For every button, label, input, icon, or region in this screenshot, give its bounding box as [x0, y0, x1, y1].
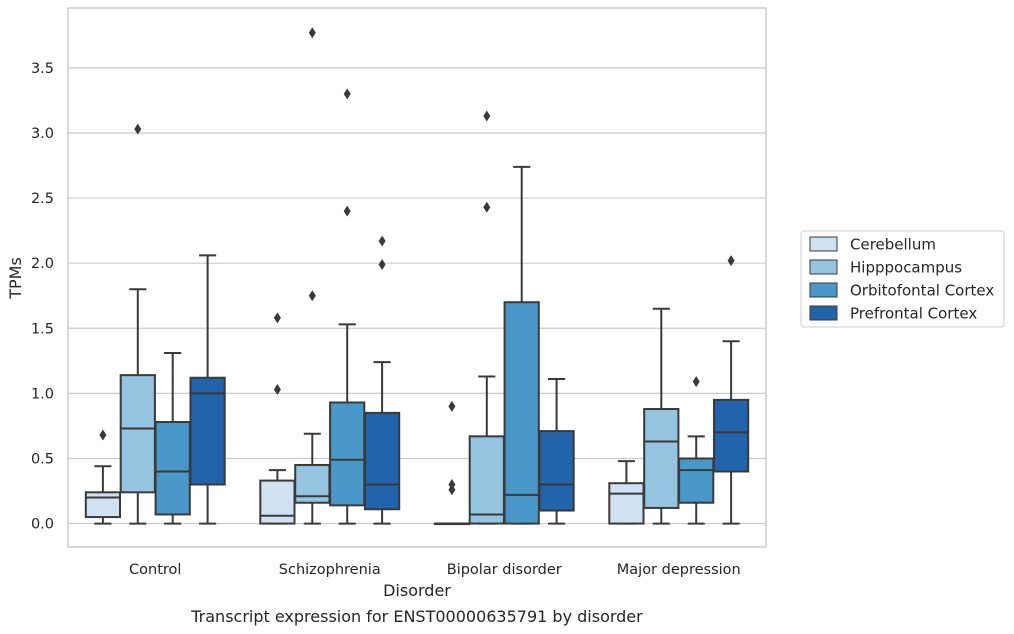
- legend-label: Prefrontal Cortex: [850, 305, 977, 323]
- chart-caption: Transcript expression for ENST0000063579…: [190, 607, 643, 626]
- series-cerebellum: [84, 312, 645, 526]
- x-axis-label: Disorder: [383, 581, 451, 600]
- outlier-point: [483, 201, 491, 213]
- legend-swatch: [809, 259, 838, 275]
- outlier-point: [727, 255, 735, 267]
- outlier-point: [273, 312, 281, 324]
- outlier-point: [308, 290, 316, 302]
- box: [503, 301, 540, 525]
- legend-label: Hipppocampus: [850, 259, 962, 277]
- box: [468, 435, 505, 525]
- y-tick-label: 3.5: [31, 61, 54, 77]
- x-tick-label: Schizophrenia: [279, 562, 381, 578]
- box: [189, 376, 226, 486]
- x-axis-ticks: Control Schizophrenia Bipolar disorder Majo…: [129, 562, 741, 578]
- box: [643, 407, 680, 509]
- box-series: [84, 27, 750, 526]
- y-tick-label: 1.5: [31, 321, 54, 337]
- outlier-point: [99, 429, 107, 441]
- outlier-point: [343, 205, 351, 217]
- outlier-point: [308, 27, 316, 39]
- box: [119, 374, 156, 494]
- outlier-point: [134, 123, 142, 135]
- box: [259, 479, 296, 525]
- box: [154, 421, 191, 516]
- box: [608, 482, 645, 525]
- outlier-point: [448, 400, 456, 412]
- x-tick-label: Bipolar disorder: [447, 562, 562, 578]
- legend-swatch: [809, 236, 838, 252]
- outlier-point: [483, 110, 491, 122]
- y-tick-label: 2.0: [31, 256, 54, 272]
- outlier-point: [273, 383, 281, 395]
- y-tick-label: 3.0: [31, 126, 54, 142]
- y-tick-label: 0.0: [31, 517, 54, 533]
- outlier-point: [378, 258, 386, 270]
- box: [329, 401, 366, 507]
- outlier-point: [343, 88, 351, 100]
- outlier-point: [448, 484, 456, 496]
- legend-swatch: [809, 305, 838, 321]
- legend-label: Orbitofontal Cortex: [850, 282, 994, 300]
- legend-label: Cerebellum: [850, 236, 936, 254]
- series-orbitofontal-cortex: [154, 88, 715, 525]
- legend-swatch: [809, 282, 838, 298]
- box: [84, 491, 122, 519]
- box: [678, 457, 715, 504]
- x-tick-label: Major depression: [617, 562, 741, 578]
- box: [538, 430, 575, 512]
- legend: Cerebellum Hipppocampus Orbitofontal Corte…: [800, 230, 1005, 328]
- outlier-point: [692, 376, 700, 388]
- y-axis-ticks: 0.0 0.5 1.0 1.5 2.0 2.5 3.0 3.5: [31, 61, 54, 533]
- y-axis-label: TPMs: [6, 257, 25, 300]
- y-tick-label: 1.0: [31, 386, 54, 402]
- outlier-point: [378, 235, 386, 247]
- x-tick-label: Control: [129, 562, 181, 578]
- plot-frame: [67, 7, 767, 548]
- y-tick-label: 2.5: [31, 191, 54, 207]
- box: [363, 411, 401, 511]
- y-tick-label: 0.5: [31, 451, 54, 467]
- series-prefrontal-cortex: [189, 235, 750, 525]
- series-hipppocampus: [119, 27, 680, 525]
- box: [712, 398, 750, 473]
- legend-frame: [800, 230, 1005, 328]
